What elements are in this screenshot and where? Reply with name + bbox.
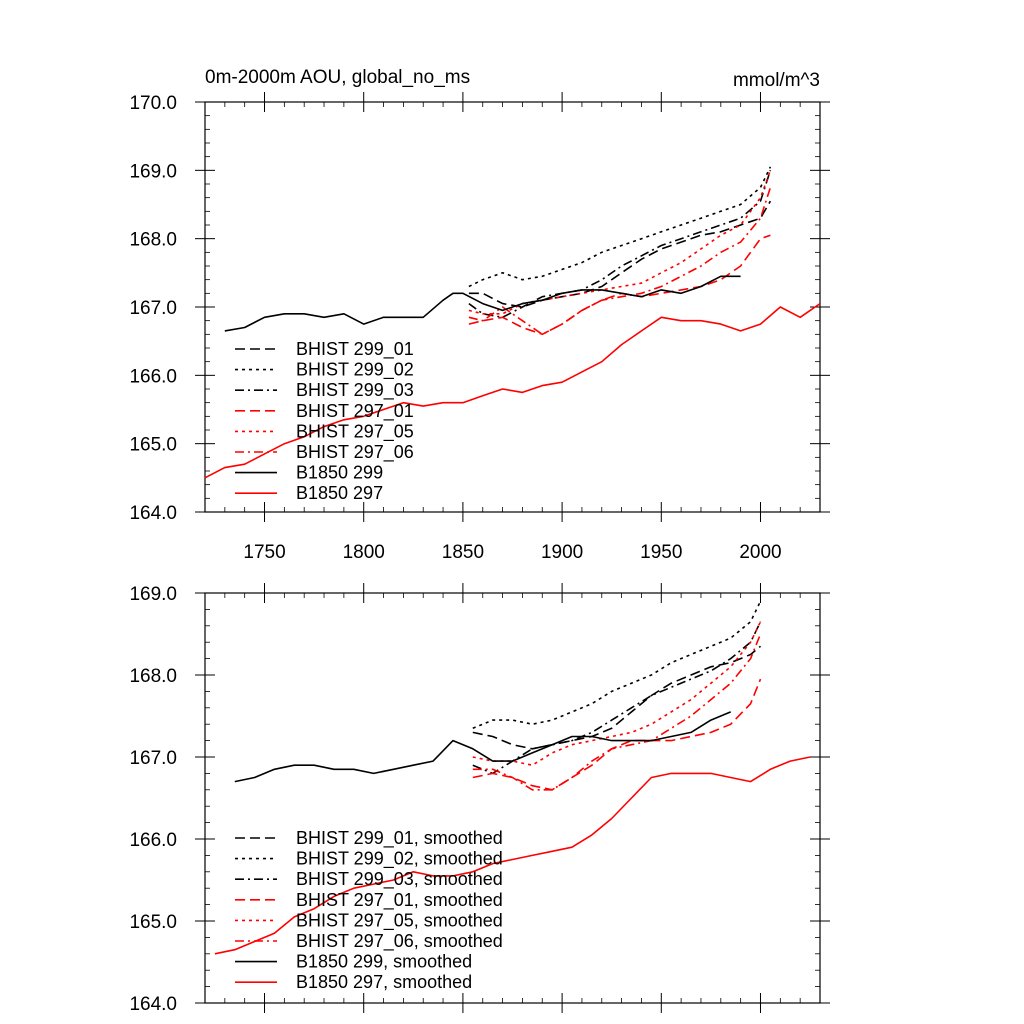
series-line	[472, 645, 762, 750]
series-line	[472, 621, 762, 767]
legend-label: BHIST 297_05, smoothed	[296, 910, 503, 931]
x-tick-label: 2000	[739, 542, 781, 563]
series-line	[472, 600, 762, 730]
y-tick-label: 167.0	[129, 748, 177, 769]
y-tick-label: 164.0	[129, 503, 177, 524]
series-line	[204, 302, 821, 479]
legend-label: B1850 297	[296, 483, 383, 503]
legend-label: BHIST 297_01	[296, 401, 414, 422]
legend-label: B1850 297, smoothed	[296, 972, 472, 992]
chart-title: 0m-2000m AOU, global_no_ms	[205, 67, 470, 88]
series-line	[468, 170, 772, 319]
y-tick-label: 164.0	[129, 994, 177, 1015]
series-line	[472, 678, 762, 791]
y-tick-label: 168.0	[129, 230, 177, 251]
series-line	[472, 633, 762, 791]
units-label: mmol/m^3	[733, 70, 820, 91]
x-tick-label: 1900	[541, 542, 583, 563]
series-line	[472, 621, 762, 775]
top-panel: 0m-2000m AOU, global_no_ms mmol/m^3 1750…	[129, 67, 830, 563]
legend-label: BHIST 297_05	[296, 421, 414, 442]
y-tick-label: 170.0	[129, 93, 177, 114]
legend-label: BHIST 297_06	[296, 442, 414, 463]
x-tick-label: 1750	[243, 542, 285, 563]
legend-label: BHIST 297_06, smoothed	[296, 931, 503, 952]
series-line	[224, 275, 741, 332]
series-line	[234, 711, 732, 783]
y-tick-label: 168.0	[129, 666, 177, 687]
x-tick-label: 1800	[343, 542, 385, 563]
legend-label: BHIST 299_03	[296, 380, 414, 401]
y-tick-label: 169.0	[129, 161, 177, 182]
bottom-panel: 164.0 165.0 166.0 167.0 168.0 169.0 BHIST 299_…	[129, 583, 830, 1015]
y-tick-label: 169.0	[129, 584, 177, 605]
series-line	[214, 756, 811, 955]
x-tick-label: 1950	[640, 542, 682, 563]
x-tick-label: 1850	[442, 542, 484, 563]
y-tick-label: 167.0	[129, 298, 177, 319]
series-line	[468, 187, 772, 336]
legend-label: B1850 299, smoothed	[296, 952, 472, 972]
y-tick-label: 165.0	[129, 435, 177, 456]
legend-label: BHIST 297_01, smoothed	[296, 890, 503, 911]
y-tick-label: 166.0	[129, 830, 177, 851]
y-tick-label: 166.0	[129, 366, 177, 387]
legend-label: BHIST 299_01, smoothed	[296, 828, 503, 849]
series-line	[468, 166, 772, 288]
legend-label: B1850 299	[296, 463, 383, 483]
legend-label: BHIST 299_01	[296, 339, 414, 360]
plot-frame	[204, 592, 821, 1004]
y-tick-label: 165.0	[129, 912, 177, 933]
series-line	[468, 200, 772, 308]
legend-label: BHIST 299_02, smoothed	[296, 849, 503, 870]
legend-label: BHIST 299_03, smoothed	[296, 869, 503, 890]
legend-label: BHIST 299_02	[296, 360, 414, 381]
